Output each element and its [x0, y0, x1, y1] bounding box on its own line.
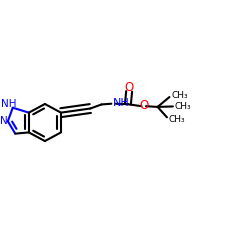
Text: CH₃: CH₃ [174, 102, 191, 111]
Text: CH₃: CH₃ [168, 115, 185, 124]
Text: NH: NH [113, 98, 130, 108]
Text: O: O [140, 100, 149, 112]
Text: NH: NH [0, 99, 16, 109]
Text: N: N [0, 116, 7, 126]
Text: O: O [124, 81, 134, 94]
Text: CH₃: CH₃ [172, 90, 188, 100]
